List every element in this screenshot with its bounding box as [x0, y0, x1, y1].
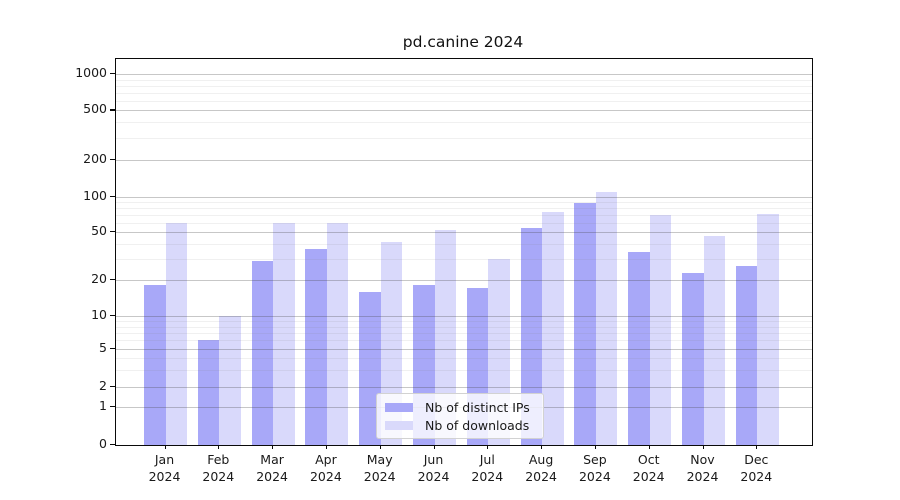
bar-downloads-mar [273, 222, 295, 445]
xtick-label-jul: Jul 2024 [471, 452, 504, 484]
xtick-label-jan: Jan 2024 [148, 452, 181, 484]
xtick-label-jun: Jun 2024 [417, 452, 450, 484]
bar-downloads-apr [326, 222, 349, 445]
ytick-mark [110, 406, 115, 408]
xtick-mark [487, 444, 489, 449]
legend-item-distinct-ips: Nb of distinct IPs [385, 399, 535, 416]
legend-label-downloads: Nb of downloads [425, 418, 530, 433]
xtick-label-oct: Oct 2024 [632, 452, 665, 484]
bar-downloads-jan [165, 222, 187, 445]
ytick-mark [110, 195, 115, 198]
ytick-label-2: 2 [99, 377, 107, 393]
xtick-mark [541, 444, 543, 449]
xtick-mark [379, 444, 381, 449]
xtick-label-sep: Sep 2024 [578, 452, 611, 484]
legend-swatch-downloads [385, 420, 413, 431]
ytick-mark [110, 444, 115, 446]
ytick-label-10: 10 [91, 306, 107, 322]
xtick-mark [702, 444, 704, 449]
bar-distinct-ips-mar [251, 260, 274, 445]
legend-item-downloads: Nb of downloads [385, 417, 535, 434]
xtick-label-dec: Dec 2024 [740, 452, 773, 484]
xtick-mark [648, 444, 650, 449]
bar-distinct-ips-aug [520, 228, 543, 445]
ytick-mark [110, 231, 115, 233]
bar-distinct-ips-apr [305, 249, 327, 445]
xtick-mark [325, 444, 328, 449]
bars-layer [116, 59, 812, 445]
xtick-label-apr: Apr 2024 [309, 452, 342, 484]
bar-downloads-dec [757, 213, 779, 445]
ytick-mark [110, 109, 115, 111]
bar-distinct-ips-sep [574, 203, 596, 445]
xtick-mark [594, 444, 597, 449]
bar-downloads-feb [219, 316, 241, 445]
ytick-label-5: 5 [99, 340, 107, 355]
xtick-mark [164, 444, 166, 449]
ytick-mark [110, 158, 115, 160]
ytick-label-20: 20 [91, 270, 107, 286]
xtick-mark [272, 444, 274, 449]
ytick-label-200: 200 [83, 150, 107, 166]
bar-distinct-ips-jan [144, 285, 166, 445]
ytick-mark [110, 73, 115, 75]
xtick-label-may: May 2024 [363, 452, 396, 484]
xtick-mark [218, 444, 220, 449]
ytick-label-0: 0 [99, 436, 107, 451]
legend: Nb of distinct IPs Nb of downloads [376, 393, 544, 439]
ytick-mark [110, 348, 115, 350]
xtick-label-aug: Aug 2024 [525, 452, 557, 484]
xtick-mark [433, 444, 435, 449]
xtick-label-feb: Feb 2024 [202, 452, 235, 484]
bar-distinct-ips-feb [197, 340, 220, 445]
ytick-label-1: 1 [99, 398, 107, 414]
ytick-label-50: 50 [91, 223, 107, 238]
bar-downloads-jun [434, 230, 456, 445]
bar-distinct-ips-nov [682, 272, 704, 445]
ytick-label-500: 500 [83, 101, 107, 117]
bar-distinct-ips-may [359, 291, 381, 445]
xtick-label-nov: Nov 2024 [686, 452, 719, 484]
bar-downloads-sep [595, 191, 618, 445]
xtick-label-mar: Mar 2024 [256, 452, 288, 484]
chart-title: pd.canine 2024 [402, 33, 524, 51]
plot-area: Nb of distinct IPs Nb of downloads [115, 58, 813, 446]
bar-distinct-ips-dec [735, 266, 758, 445]
bar-distinct-ips-oct [628, 252, 650, 445]
ytick-label-1000: 1000 [75, 65, 107, 80]
ytick-mark [110, 314, 115, 317]
bar-downloads-aug [542, 211, 564, 445]
legend-swatch-distinct-ips [385, 402, 413, 413]
bar-downloads-oct [649, 215, 672, 445]
xtick-mark [756, 444, 758, 449]
legend-label-distinct-ips: Nb of distinct IPs [425, 400, 530, 415]
ytick-label-100: 100 [83, 187, 107, 203]
ytick-mark [110, 385, 115, 388]
ytick-mark [110, 278, 115, 281]
bar-downloads-nov [703, 236, 725, 445]
